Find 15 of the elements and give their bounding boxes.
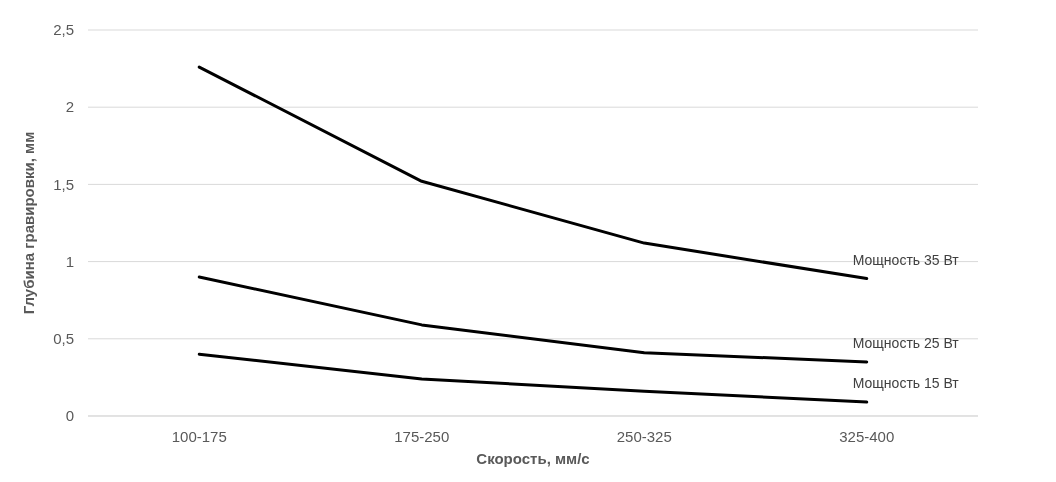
x-tick-label: 250-325	[616, 428, 672, 445]
y-tick-label: 2	[65, 98, 74, 116]
x-tick-label: 325-400	[839, 428, 895, 445]
series-label: Мощность 25 Вт	[852, 334, 960, 351]
y-tick-label: 2,5	[53, 21, 74, 39]
x-axis-title: Скорость, мм/с	[476, 450, 590, 467]
y-tick-label: 1,5	[53, 175, 74, 193]
x-tick-label: 100-175	[171, 428, 227, 445]
y-axis-title: Глубина гравировки, мм	[20, 131, 37, 315]
y-tick-label: 0	[65, 407, 74, 425]
y-tick-label: 0,5	[53, 330, 74, 348]
series-label: Мощность 15 Вт	[852, 375, 960, 392]
y-tick-label: 1	[65, 252, 74, 270]
series-label: Мощность 35 Вт	[852, 251, 960, 268]
x-tick-label: 175-250	[394, 428, 450, 445]
